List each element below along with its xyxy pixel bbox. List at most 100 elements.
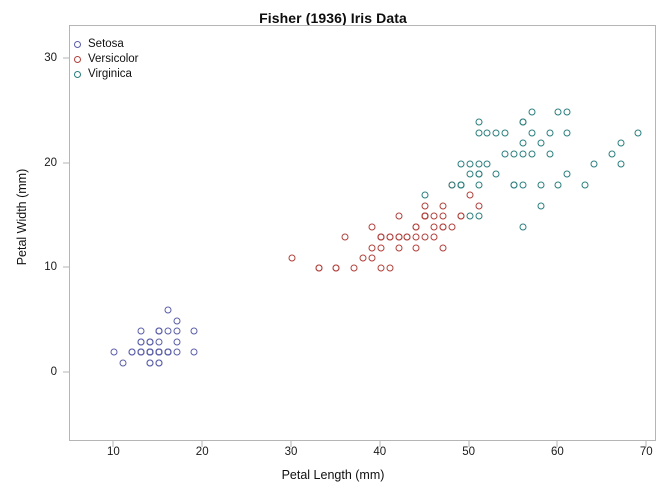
data-point bbox=[359, 254, 367, 262]
data-point bbox=[501, 150, 509, 158]
data-point bbox=[457, 181, 465, 189]
data-point bbox=[492, 170, 500, 178]
data-point bbox=[341, 233, 349, 241]
data-point bbox=[377, 233, 385, 241]
data-point bbox=[386, 264, 394, 272]
y-tick-mark bbox=[63, 57, 69, 59]
data-point bbox=[430, 223, 438, 231]
data-point bbox=[128, 348, 136, 356]
x-tick-mark bbox=[645, 441, 647, 447]
chart-legend: Setosa Versicolor Virginica bbox=[74, 37, 139, 82]
data-points-layer bbox=[70, 26, 655, 440]
data-point bbox=[483, 160, 491, 168]
y-tick-mark bbox=[63, 266, 69, 268]
x-tick-label: 60 bbox=[551, 446, 564, 458]
data-point bbox=[137, 348, 145, 356]
data-point bbox=[430, 212, 438, 220]
data-point bbox=[510, 150, 518, 158]
data-point bbox=[164, 348, 172, 356]
data-point bbox=[395, 244, 403, 252]
data-point bbox=[475, 129, 482, 137]
x-tick-mark bbox=[112, 441, 114, 447]
data-point bbox=[475, 170, 482, 178]
data-point bbox=[173, 338, 181, 346]
data-point bbox=[412, 244, 420, 252]
data-point bbox=[590, 160, 598, 168]
data-point bbox=[315, 264, 323, 272]
legend-item-label: Versicolor bbox=[88, 53, 139, 65]
data-point bbox=[634, 129, 642, 137]
data-point bbox=[403, 233, 411, 241]
data-point bbox=[546, 129, 554, 137]
y-axis-label: Petal Width (mm) bbox=[15, 168, 29, 266]
data-point bbox=[528, 150, 536, 158]
data-point bbox=[368, 244, 376, 252]
data-point bbox=[164, 306, 172, 314]
data-point bbox=[448, 181, 456, 189]
data-point bbox=[350, 264, 358, 272]
x-tick-mark bbox=[290, 441, 292, 447]
data-point bbox=[164, 327, 172, 335]
data-point bbox=[155, 327, 163, 335]
x-tick-label: 10 bbox=[106, 446, 120, 458]
legend-item-label: Virginica bbox=[88, 68, 132, 80]
data-point bbox=[537, 181, 545, 189]
data-point bbox=[510, 181, 518, 189]
legend-marker-icon bbox=[74, 56, 81, 63]
data-point bbox=[412, 223, 420, 231]
data-point bbox=[190, 348, 198, 356]
data-point bbox=[492, 129, 500, 137]
x-tick-mark bbox=[468, 441, 470, 447]
legend-item-setosa[interactable]: Setosa bbox=[74, 37, 139, 52]
data-point bbox=[146, 338, 154, 346]
data-point bbox=[137, 327, 145, 335]
data-point bbox=[563, 108, 571, 116]
data-point bbox=[466, 191, 474, 199]
data-point bbox=[332, 264, 340, 272]
data-point bbox=[457, 212, 465, 220]
data-point bbox=[146, 348, 154, 356]
data-point bbox=[519, 118, 527, 126]
y-tick-label: 30 bbox=[44, 52, 57, 65]
data-point bbox=[554, 108, 562, 116]
data-point bbox=[483, 129, 491, 137]
legend-item-versicolor[interactable]: Versicolor bbox=[74, 52, 139, 67]
x-tick-label: 70 bbox=[639, 446, 653, 458]
data-point bbox=[368, 223, 376, 231]
data-point bbox=[475, 160, 482, 168]
data-point bbox=[501, 129, 509, 137]
data-point bbox=[155, 348, 163, 356]
data-point bbox=[439, 212, 447, 220]
data-point bbox=[173, 327, 181, 335]
data-point bbox=[475, 181, 482, 189]
data-point bbox=[554, 181, 562, 189]
data-point bbox=[466, 160, 474, 168]
y-tick-mark bbox=[63, 162, 69, 164]
data-point bbox=[528, 108, 536, 116]
data-point bbox=[119, 359, 127, 367]
y-tick-label: 0 bbox=[50, 366, 57, 378]
plot-area bbox=[69, 25, 656, 441]
data-point bbox=[155, 338, 163, 346]
legend-marker-icon bbox=[74, 41, 81, 48]
chart-title: Fisher (1936) Iris Data bbox=[259, 10, 407, 26]
data-point bbox=[617, 139, 625, 147]
y-tick-mark bbox=[63, 371, 69, 373]
data-point bbox=[173, 348, 181, 356]
data-point bbox=[537, 139, 545, 147]
y-tick-label: 10 bbox=[44, 261, 57, 274]
data-point bbox=[519, 181, 527, 189]
data-point bbox=[368, 254, 376, 262]
legend-item-virginica[interactable]: Virginica bbox=[74, 67, 139, 82]
x-tick-mark bbox=[556, 441, 558, 447]
data-point bbox=[563, 129, 571, 137]
data-point bbox=[475, 202, 482, 210]
x-tick-label: 50 bbox=[462, 446, 476, 458]
data-point bbox=[421, 191, 429, 199]
y-tick-label: 20 bbox=[44, 156, 57, 169]
x-tick-label: 30 bbox=[284, 446, 298, 458]
data-point bbox=[439, 244, 447, 252]
data-point bbox=[137, 338, 145, 346]
data-point bbox=[475, 212, 482, 220]
